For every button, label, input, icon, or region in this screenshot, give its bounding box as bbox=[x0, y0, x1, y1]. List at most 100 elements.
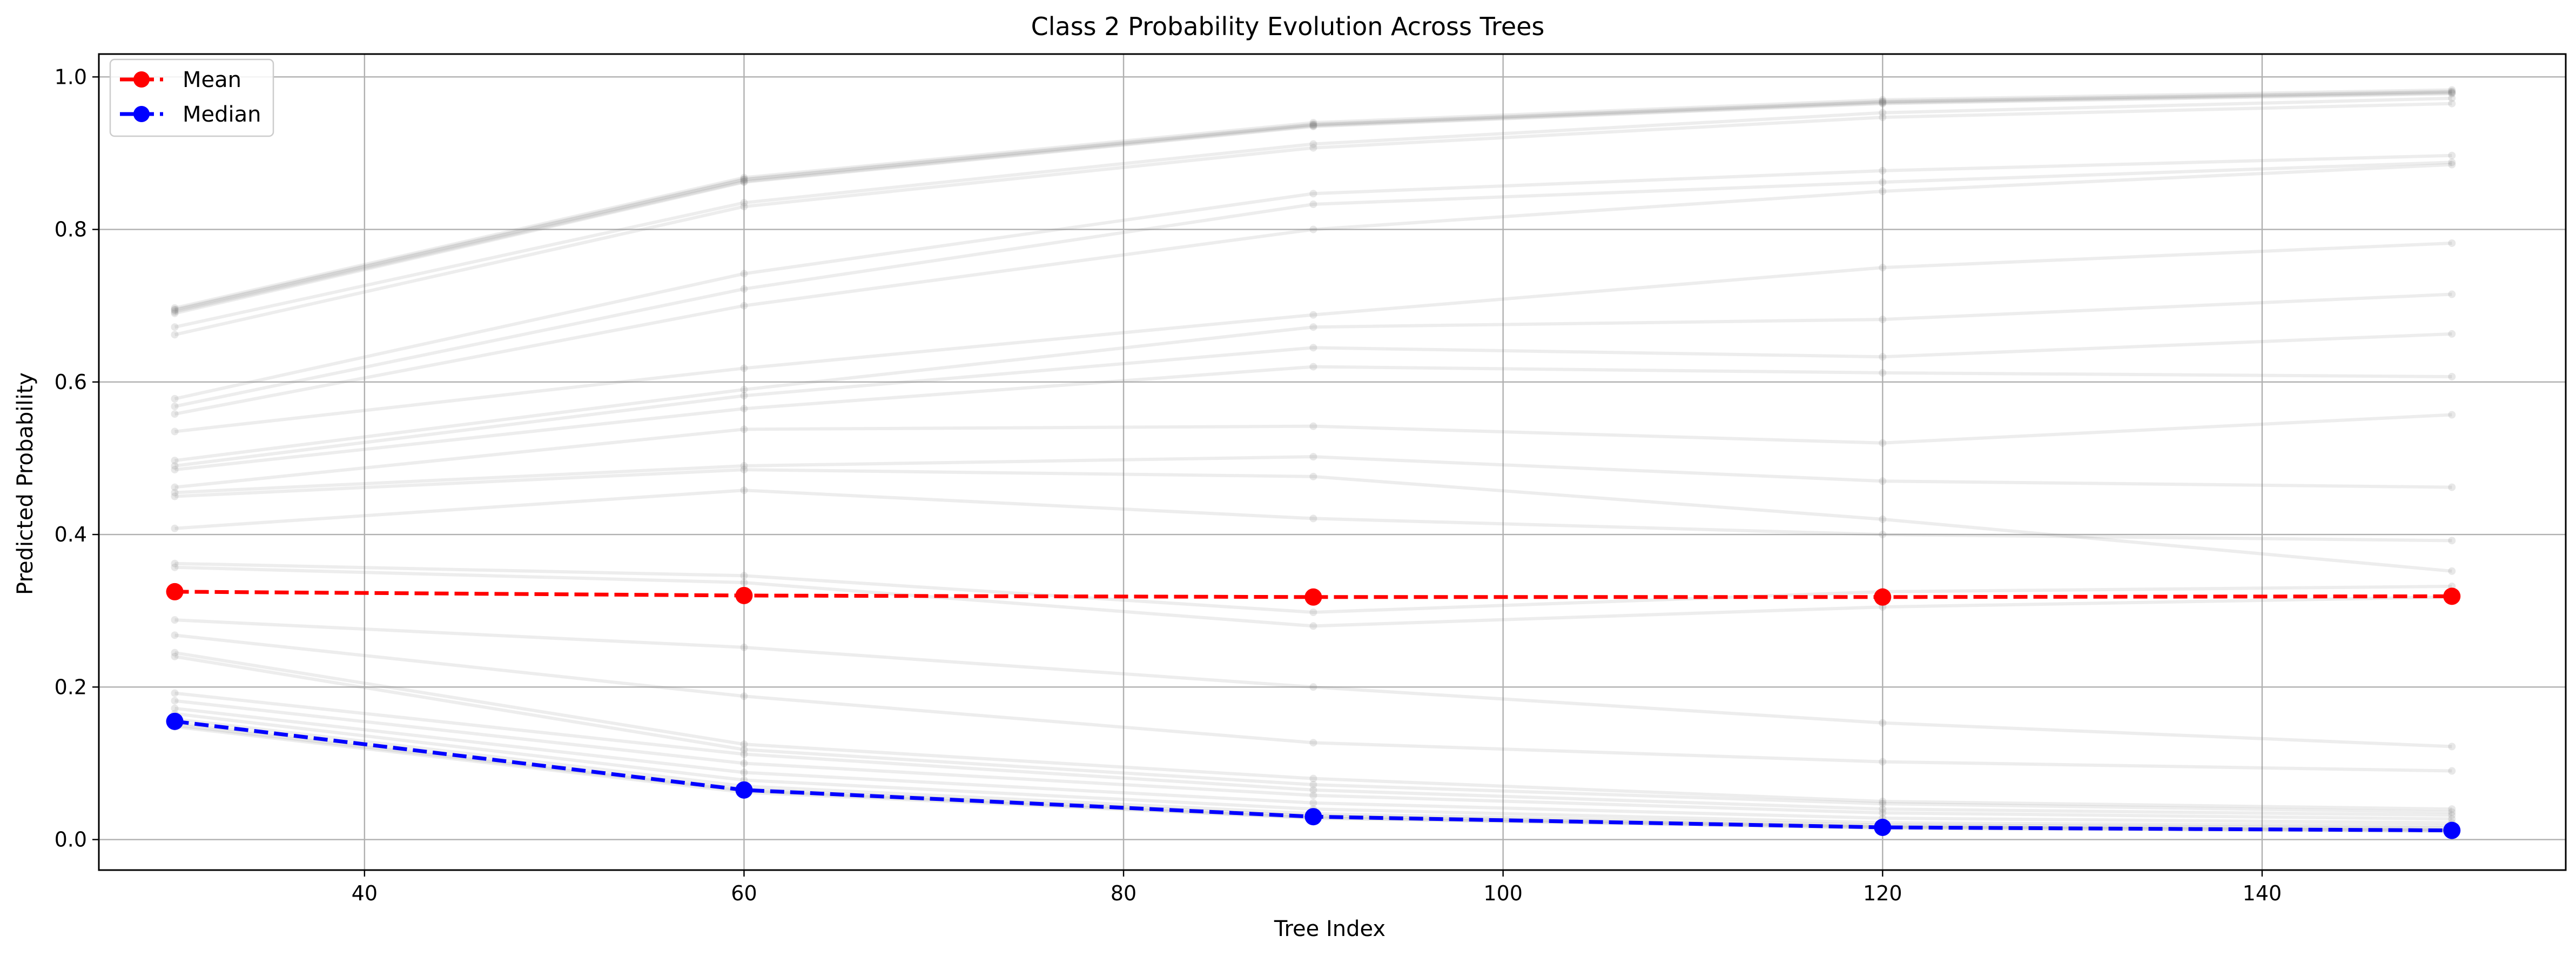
sample-point bbox=[2448, 537, 2456, 545]
legend-mean-marker bbox=[133, 71, 150, 88]
sample-point bbox=[1879, 797, 1887, 805]
sample-point bbox=[1309, 514, 1317, 523]
sample-point bbox=[1309, 323, 1317, 331]
sample-point bbox=[2448, 411, 2456, 419]
y-tick-label: 0.8 bbox=[55, 218, 87, 242]
sample-curve bbox=[174, 90, 2452, 311]
sample-point bbox=[740, 692, 748, 700]
sample-point bbox=[171, 331, 179, 339]
y-tick-label: 1.0 bbox=[55, 65, 87, 89]
sample-point bbox=[171, 489, 179, 497]
sample-point bbox=[1309, 122, 1317, 130]
sample-point bbox=[740, 768, 748, 777]
sample-point bbox=[1309, 799, 1317, 807]
sample-point bbox=[1309, 140, 1317, 148]
sample-point bbox=[740, 578, 748, 586]
sample-point bbox=[1879, 809, 1887, 817]
sample-point bbox=[740, 178, 748, 186]
sample-point bbox=[1309, 622, 1317, 630]
sample-point bbox=[740, 740, 748, 748]
sample-curve bbox=[174, 153, 2452, 400]
sample-point bbox=[171, 649, 179, 657]
sample-curve bbox=[174, 365, 2452, 472]
sample-point bbox=[171, 559, 179, 567]
sample-curve bbox=[174, 618, 2452, 748]
sample-curve bbox=[174, 413, 2452, 489]
legend-mean-label: Mean bbox=[183, 68, 241, 92]
sample-curve bbox=[174, 706, 2452, 825]
sample-point bbox=[1309, 791, 1317, 799]
sample-point bbox=[171, 462, 179, 470]
sample-point bbox=[2448, 805, 2456, 813]
sample-point bbox=[2448, 767, 2456, 775]
sample-point bbox=[1309, 225, 1317, 233]
sample-point bbox=[1309, 311, 1317, 319]
sample-curve bbox=[174, 241, 2452, 433]
sample-curve bbox=[174, 161, 2452, 408]
sample-point bbox=[740, 302, 748, 310]
y-axis-ticks: 0.0 0.2 0.4 0.6 0.8 1.0 bbox=[55, 65, 99, 852]
sample-point bbox=[740, 173, 748, 182]
sample-point bbox=[2448, 88, 2456, 96]
sample-point bbox=[1309, 363, 1317, 371]
sample-point bbox=[1879, 800, 1887, 808]
sample-point bbox=[740, 425, 748, 433]
sample-point bbox=[2448, 90, 2456, 98]
sample-point bbox=[1879, 477, 1887, 485]
sample-curve bbox=[174, 90, 2452, 312]
series-lines bbox=[166, 583, 2461, 839]
sample-point bbox=[1309, 609, 1317, 617]
sample-point bbox=[1879, 96, 1887, 104]
sample-point bbox=[1309, 119, 1317, 127]
sample-point bbox=[1879, 439, 1887, 447]
sample-curve bbox=[174, 468, 2452, 573]
x-tick-label: 140 bbox=[2243, 881, 2282, 905]
y-tick-label: 0.4 bbox=[55, 523, 87, 546]
sample-point bbox=[1309, 422, 1317, 430]
sample-point bbox=[1879, 805, 1887, 813]
sample-point bbox=[171, 492, 179, 500]
sample-curve bbox=[174, 489, 2452, 543]
mean-point bbox=[166, 583, 184, 600]
sample-point bbox=[1879, 113, 1887, 122]
sample-point bbox=[740, 486, 748, 494]
sample-point bbox=[1879, 369, 1887, 377]
sample-point bbox=[2448, 89, 2456, 97]
sample-point bbox=[1879, 99, 1887, 108]
sample-point bbox=[740, 364, 748, 372]
sample-point bbox=[1879, 316, 1887, 324]
sample-point bbox=[2448, 88, 2456, 96]
x-axis-ticks: 40 60 80 100 120 140 bbox=[352, 870, 2282, 905]
mean-point bbox=[1304, 588, 1322, 606]
y-tick-label: 0.2 bbox=[55, 675, 87, 699]
mean-point bbox=[735, 586, 753, 604]
sample-curve bbox=[174, 654, 2452, 814]
sample-point bbox=[1879, 515, 1887, 523]
sample-point bbox=[740, 270, 748, 278]
sample-point bbox=[1309, 739, 1317, 747]
sample-point bbox=[740, 285, 748, 293]
sample-point bbox=[2448, 743, 2456, 751]
sample-point bbox=[2448, 567, 2456, 575]
sample-point bbox=[1879, 166, 1887, 175]
sample-point bbox=[740, 203, 748, 211]
sample-curve bbox=[174, 332, 2452, 468]
sample-point bbox=[171, 457, 179, 465]
sample-curve bbox=[174, 561, 2452, 614]
sample-point bbox=[1879, 188, 1887, 196]
legend: Mean Median bbox=[109, 58, 274, 137]
sample-point bbox=[2448, 99, 2456, 108]
mean-point bbox=[1874, 588, 1892, 606]
sample-point bbox=[171, 306, 179, 315]
x-tick-label: 40 bbox=[352, 881, 378, 905]
sample-curve bbox=[174, 292, 2452, 463]
sample-point bbox=[2448, 483, 2456, 491]
sample-point bbox=[171, 524, 179, 532]
sample-curve bbox=[174, 651, 2452, 811]
sample-point bbox=[171, 410, 179, 418]
chart-title: Class 2 Probability Evolution Across Tre… bbox=[1031, 12, 1545, 41]
sample-point bbox=[1309, 780, 1317, 788]
sample-point bbox=[171, 309, 179, 317]
y-tick-label: 0.0 bbox=[55, 828, 87, 852]
